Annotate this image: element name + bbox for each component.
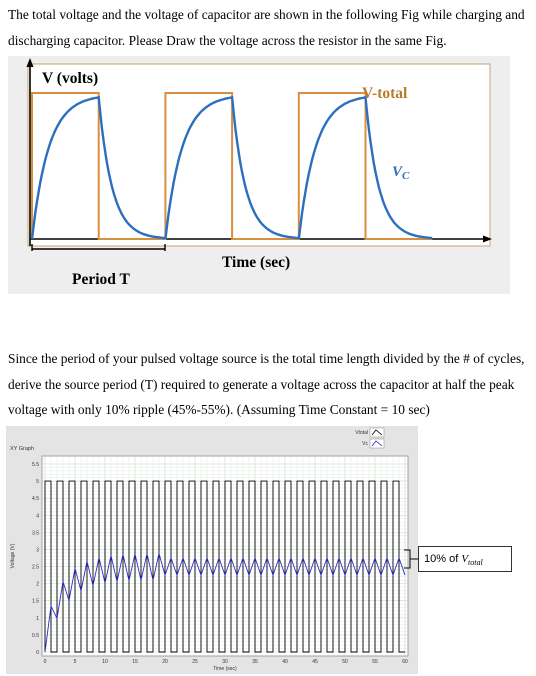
- x-tick-label: 50: [342, 659, 348, 665]
- graph-title: XY Graph: [10, 446, 34, 452]
- x-axis-label: Time (sec): [213, 666, 237, 672]
- x-tick-label: 30: [222, 659, 228, 665]
- y-tick-label: 1: [36, 616, 39, 622]
- y-tick-label: 2.5: [32, 565, 39, 571]
- legend-vc-icon: [371, 440, 383, 447]
- x-tick-label: 0: [44, 659, 47, 665]
- v-total-series: [31, 92, 433, 240]
- ripple-callout: 10% of Vtotal: [418, 546, 512, 572]
- y-axis-label: Voltage (V): [10, 543, 16, 568]
- x-tick-label: 25: [192, 659, 198, 665]
- y-tick-labels: 0 0.5 1 1.5 2 2.5 3 3.5 4 4.5 5 5.5: [32, 462, 39, 656]
- legend-vtotal-icon: [371, 429, 383, 436]
- y-tick-label: 3.5: [32, 530, 39, 536]
- x-axis-arrow: [483, 235, 492, 243]
- x-tick-label: 10: [102, 659, 108, 665]
- period-label: Period T: [72, 271, 130, 288]
- y-axis-label: V (volts): [42, 70, 98, 87]
- x-tick-label: 45: [312, 659, 318, 665]
- y-axis-arrow: [26, 58, 34, 67]
- x-tick-label: 20: [162, 659, 168, 665]
- y-tick-label: 5: [36, 479, 39, 485]
- legend-vc-swatch: [369, 438, 385, 449]
- v-total-label: V-total: [362, 85, 408, 102]
- y-tick-label: 0: [36, 650, 39, 656]
- legend-vc-label: Vc: [362, 441, 368, 447]
- vc-series: [30, 95, 433, 240]
- vc-line: [44, 553, 406, 653]
- vc-curve: [30, 95, 433, 240]
- x-axis-label: Time (sec): [222, 254, 290, 271]
- y-tick-label: 1.5: [32, 599, 39, 605]
- legend-vtotal-label: Vtotal: [355, 430, 368, 436]
- y-tick-label: 0.5: [32, 633, 39, 639]
- y-tick-label: 5.5: [32, 462, 39, 468]
- xy-graph: XY Graph Vtotal Vc 0 0.5 1 1.5 2 2.5 3 3.5 4 4.5 5…: [6, 426, 418, 674]
- x-tick-label: 40: [282, 659, 288, 665]
- vtotal-series: [44, 480, 405, 653]
- question-ripple-text: Since the period of your pulsed voltage …: [8, 351, 525, 417]
- x-tick-label: 35: [252, 659, 258, 665]
- vc-series: [44, 553, 406, 653]
- y-tick-label: 4.5: [32, 496, 39, 502]
- vc-label: VC: [392, 164, 410, 182]
- vtotal-line: [44, 480, 405, 653]
- callout-var: Vtotal: [461, 553, 483, 568]
- y-tick-label: 4: [36, 513, 39, 519]
- y-tick-label: 3: [36, 547, 39, 553]
- legend: Vtotal Vc: [355, 427, 385, 449]
- x-tick-labels: 0 5 10 15 20 25 30 35 40 45 50 55 60: [44, 659, 408, 665]
- x-tick-label: 15: [132, 659, 138, 665]
- charge-discharge-figure: V (volts) V-total VC Period T Time (sec): [8, 56, 510, 294]
- x-tick-label: 60: [402, 659, 408, 665]
- x-tick-label: 5: [74, 659, 77, 665]
- x-tick-label: 55: [372, 659, 378, 665]
- question-intro-text: The total voltage and the voltage of cap…: [8, 7, 525, 48]
- y-tick-label: 2: [36, 582, 39, 588]
- callout-prefix: 10% of: [424, 553, 462, 565]
- charge-discharge-plot: V (volts) V-total VC Period T Time (sec): [26, 58, 492, 288]
- xy-graph-figure: XY Graph Vtotal Vc 0 0.5 1 1.5 2 2.5 3 3.5 4 4.5 5…: [6, 426, 418, 674]
- legend-vtotal-swatch: [369, 427, 385, 438]
- v-total-line: [31, 92, 433, 240]
